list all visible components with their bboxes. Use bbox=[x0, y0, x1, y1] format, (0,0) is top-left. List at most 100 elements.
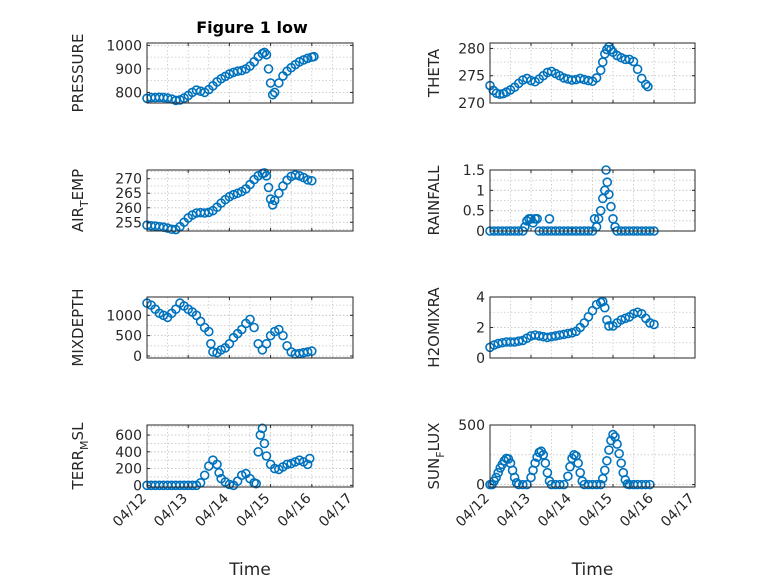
data-point bbox=[162, 93, 173, 103]
data-point bbox=[509, 472, 520, 483]
data-point bbox=[304, 453, 315, 464]
data-point bbox=[513, 336, 524, 347]
axes-frame bbox=[489, 42, 696, 104]
data-point bbox=[274, 188, 284, 199]
data-point bbox=[224, 479, 235, 490]
data-point bbox=[228, 189, 239, 200]
y-tick-label: 500 bbox=[115, 329, 142, 345]
axes-frame bbox=[146, 424, 354, 488]
y-tick-label: 500 bbox=[458, 418, 485, 434]
data-point bbox=[199, 470, 210, 481]
data-point bbox=[259, 47, 270, 58]
data-point bbox=[591, 73, 602, 83]
data-point bbox=[232, 66, 243, 77]
data-point bbox=[212, 459, 222, 470]
data-point bbox=[267, 89, 278, 100]
y-axis-label: SUNFLUX bbox=[425, 423, 447, 490]
data-point bbox=[544, 214, 555, 224]
y-tick-label: 0 bbox=[476, 478, 485, 494]
data-point bbox=[602, 455, 612, 466]
data-point bbox=[309, 51, 319, 62]
x-axis-label: Time bbox=[228, 560, 271, 580]
data-point bbox=[261, 338, 272, 349]
subplot-6: 0 2 4 H2OMIXRA bbox=[425, 287, 696, 368]
y-axis-label: THETA bbox=[425, 48, 443, 98]
data-point bbox=[575, 467, 586, 478]
y-tick-label: 800 bbox=[115, 85, 142, 101]
data-point bbox=[573, 458, 583, 468]
data-point bbox=[517, 479, 528, 490]
data-point bbox=[278, 330, 288, 341]
data-point bbox=[282, 459, 292, 470]
y-axis-label: AIRTEMP bbox=[69, 169, 91, 232]
y-tick-label: 0 bbox=[476, 224, 485, 240]
axes-background bbox=[490, 425, 695, 487]
y-tick-label: 600 bbox=[115, 428, 142, 444]
data-point bbox=[542, 467, 553, 478]
data-point bbox=[640, 479, 651, 490]
y-tick-label: 4 bbox=[476, 290, 485, 306]
figure-title: Figure 1 low bbox=[196, 18, 308, 37]
y-axis-label: PRESSURE bbox=[69, 34, 87, 113]
y-axis-label: TERRMSL bbox=[69, 422, 91, 491]
data-point bbox=[199, 208, 210, 218]
y-tick-label: 1 bbox=[476, 183, 485, 199]
data-point bbox=[263, 182, 274, 193]
data-point bbox=[251, 478, 261, 489]
subplot-5: 0 500 1000 MIXDEPTH bbox=[69, 288, 354, 367]
axes-frame bbox=[146, 296, 354, 359]
data-point bbox=[302, 175, 313, 185]
y-tick-label: 900 bbox=[115, 62, 142, 78]
y-tick-label: 1000 bbox=[106, 308, 142, 324]
data-point bbox=[599, 302, 610, 313]
data-point bbox=[530, 458, 540, 468]
x-axis-label: Time bbox=[571, 560, 614, 580]
data-point bbox=[643, 81, 653, 92]
y-axis-label: H2OMIXRA bbox=[425, 287, 443, 368]
data-point bbox=[632, 64, 643, 74]
y-tick-label: 200 bbox=[115, 462, 142, 478]
y-tick-label: 255 bbox=[115, 215, 142, 231]
data-point bbox=[604, 321, 614, 331]
data-point bbox=[261, 49, 272, 60]
y-tick-label: 1000 bbox=[106, 38, 142, 54]
data-point bbox=[591, 479, 602, 490]
data-point bbox=[595, 205, 606, 216]
data-point bbox=[302, 459, 313, 470]
y-tick-label: 0 bbox=[476, 351, 485, 367]
y-tick-label: 1.5 bbox=[463, 163, 485, 179]
axes-background bbox=[147, 43, 353, 103]
axes-frame bbox=[146, 169, 354, 232]
axes-background bbox=[490, 43, 695, 103]
y-tick-label: 400 bbox=[115, 445, 142, 461]
data-point bbox=[166, 224, 177, 235]
data-point bbox=[599, 465, 610, 476]
data-point bbox=[608, 429, 618, 440]
data-point bbox=[532, 214, 542, 224]
data-point bbox=[606, 201, 616, 212]
data-point bbox=[265, 194, 276, 204]
data-point bbox=[269, 195, 280, 206]
data-point bbox=[191, 85, 202, 95]
subplot-4: 0 0.5 1 1.5 RAINFALL bbox=[425, 163, 696, 240]
data-point bbox=[612, 439, 622, 449]
data-point bbox=[649, 319, 659, 330]
data-point bbox=[583, 75, 594, 86]
data-point bbox=[616, 458, 627, 468]
data-point bbox=[257, 423, 268, 434]
y-tick-label: 260 bbox=[115, 201, 142, 217]
data-point bbox=[540, 458, 551, 468]
data-point bbox=[554, 479, 565, 490]
data-point bbox=[306, 175, 317, 186]
data-point bbox=[565, 461, 575, 472]
axes-frame bbox=[489, 424, 696, 488]
data-point bbox=[640, 79, 651, 90]
y-axis-label: MIXDEPTH bbox=[69, 288, 87, 366]
data-point bbox=[274, 78, 284, 88]
data-point bbox=[595, 479, 606, 490]
data-point bbox=[269, 87, 280, 98]
axes-frame bbox=[146, 42, 354, 104]
